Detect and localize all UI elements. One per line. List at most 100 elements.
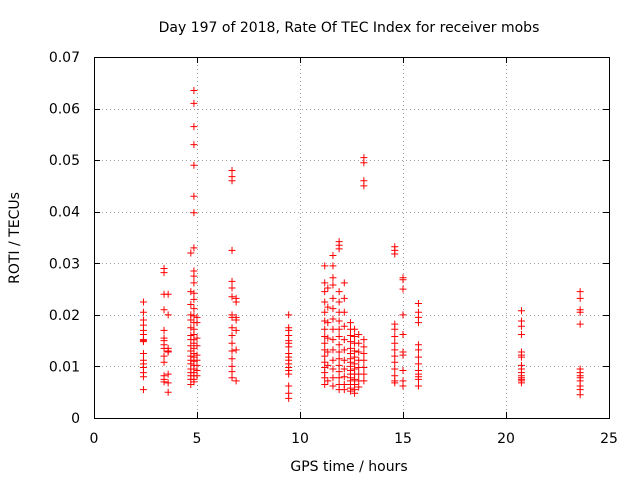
data-point <box>335 288 343 296</box>
data-point <box>324 377 332 385</box>
data-point <box>340 356 348 364</box>
data-point <box>399 285 407 293</box>
data-point <box>228 166 236 174</box>
data-point <box>360 350 368 358</box>
data-point <box>517 322 525 330</box>
data-point <box>391 365 399 373</box>
data-point <box>391 352 399 360</box>
data-point <box>340 346 348 354</box>
data-point <box>351 347 359 355</box>
data-point <box>335 245 343 253</box>
data-point <box>329 346 337 354</box>
x-tick-label: 10 <box>291 431 309 447</box>
data-point <box>399 276 407 284</box>
data-point <box>285 370 293 378</box>
data-point <box>164 311 172 319</box>
data-point <box>391 339 399 347</box>
data-point <box>228 368 236 376</box>
data-point <box>329 252 337 260</box>
data-point <box>335 298 343 306</box>
data-point <box>346 387 354 395</box>
data-point <box>517 379 525 387</box>
data-point <box>329 336 337 344</box>
data-point <box>360 343 368 351</box>
axis-ticks: 0 5 10 15 20 25 0 0.01 0.02 0.03 0.04 0.05 0.06 0.07 <box>49 50 618 447</box>
data-point <box>391 325 399 333</box>
data-point <box>329 305 337 313</box>
data-point <box>324 284 332 292</box>
data-point <box>321 262 329 270</box>
data-point <box>414 346 422 354</box>
data-point <box>228 246 236 254</box>
data-point <box>335 374 343 382</box>
data-point <box>414 382 422 390</box>
data-point <box>335 333 343 341</box>
data-point <box>360 370 368 378</box>
data-point <box>340 322 348 330</box>
data-point <box>321 288 329 296</box>
data-point <box>399 311 407 319</box>
data-point <box>228 284 236 292</box>
data-point <box>324 361 332 369</box>
data-point <box>335 355 343 363</box>
chart-title: Day 197 of 2018, Rate Of TEC Index for r… <box>159 20 540 36</box>
y-tick-label: 0.07 <box>49 50 80 66</box>
y-axis-label: ROTI / TECUs <box>7 192 23 284</box>
data-point <box>228 355 236 363</box>
data-point <box>351 325 359 333</box>
data-point <box>190 279 198 287</box>
data-point <box>190 161 198 169</box>
data-point <box>187 288 195 296</box>
data-point <box>360 159 368 167</box>
data-point <box>360 377 368 385</box>
data-point <box>321 317 329 325</box>
data-point <box>160 326 168 334</box>
data-point <box>329 315 337 323</box>
data-point <box>187 249 195 257</box>
data-point <box>190 312 198 320</box>
data-point <box>340 279 348 287</box>
data-point <box>517 330 525 338</box>
data-point <box>414 300 422 308</box>
data-point <box>414 360 422 368</box>
data-point <box>576 320 584 328</box>
data-point <box>190 295 198 303</box>
data-point <box>321 298 329 306</box>
data-point <box>391 358 399 366</box>
data-point <box>329 294 337 302</box>
data-point <box>414 353 422 361</box>
data-point <box>329 356 337 364</box>
data-point <box>160 269 168 277</box>
data-points <box>139 87 584 402</box>
data-point <box>190 87 198 95</box>
data-point <box>340 386 348 394</box>
data-point <box>190 99 198 107</box>
data-point <box>340 336 348 344</box>
data-point <box>391 379 399 387</box>
x-tick-label: 5 <box>193 431 202 447</box>
data-point <box>187 301 195 309</box>
data-point <box>190 244 198 252</box>
data-point <box>355 348 363 356</box>
data-point <box>228 293 236 301</box>
data-point <box>329 274 337 282</box>
data-point <box>346 319 354 327</box>
data-point <box>329 281 337 289</box>
data-point <box>351 389 359 397</box>
data-point <box>190 192 198 200</box>
data-point <box>190 289 198 297</box>
y-tick-label: 0.06 <box>49 102 80 118</box>
data-point <box>139 338 147 346</box>
data-point <box>329 262 337 270</box>
data-point <box>576 308 584 316</box>
plot-frame <box>94 57 610 419</box>
data-point <box>193 342 201 350</box>
data-point <box>399 367 407 375</box>
data-point <box>139 308 147 316</box>
data-point <box>160 358 168 366</box>
data-point <box>164 348 172 356</box>
data-point <box>232 326 240 334</box>
data-point <box>335 317 343 325</box>
data-point <box>321 325 329 333</box>
